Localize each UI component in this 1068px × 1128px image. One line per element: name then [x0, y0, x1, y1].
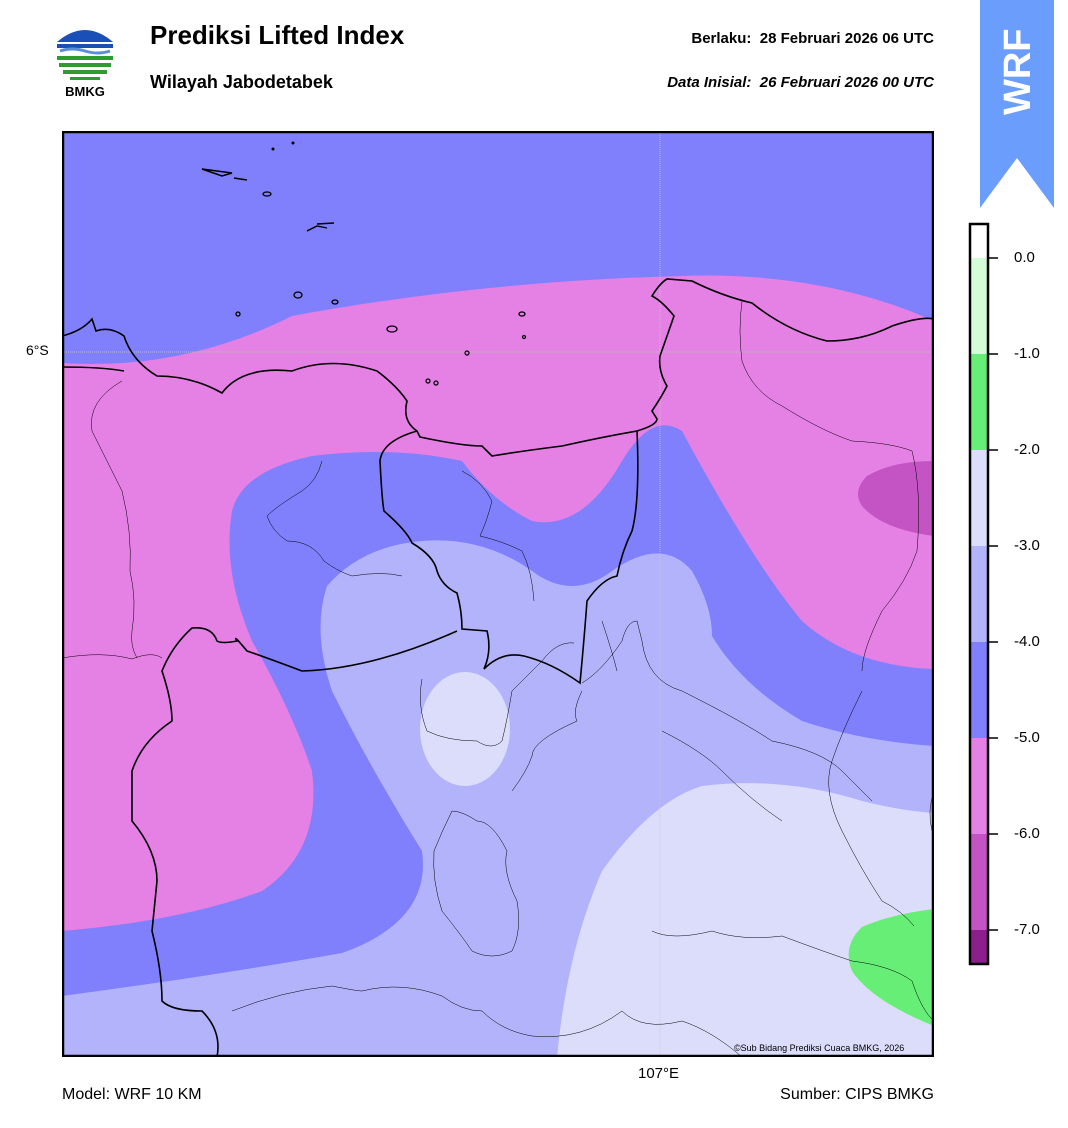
valid-time: Berlaku: 28 Februari 2026 06 UTC	[691, 30, 934, 47]
island	[201, 168, 233, 177]
region-subtitle: Wilayah Jabodetabek	[150, 72, 333, 92]
colorbar	[968, 222, 998, 966]
colorbar-tick-label: -2.0	[1014, 441, 1040, 458]
contour-fill-pale-blob	[420, 672, 510, 786]
island	[271, 147, 275, 151]
coastline-east	[62, 366, 125, 372]
island	[293, 291, 303, 299]
page-title: Prediksi Lifted Index	[150, 20, 405, 50]
valid-label: Berlaku:	[691, 30, 752, 47]
init-label: Data Inisial:	[667, 74, 752, 91]
colorbar-tick-label: -4.0	[1014, 633, 1040, 650]
map-credit: ©Sub Bidang Prediksi Cuaca BMKG, 2026	[734, 1043, 905, 1053]
longitude-label: 107°E	[638, 1065, 680, 1082]
model-label: Model: WRF 10 KM	[62, 1086, 202, 1103]
island	[518, 311, 526, 317]
colorbar-band	[970, 738, 988, 834]
island	[306, 222, 335, 232]
contour-fill-green	[848, 909, 934, 1026]
lifted-index-map	[62, 131, 934, 1057]
source-label: Sumber: CIPS BMKG	[780, 1086, 934, 1103]
colorbar-tick-label: -5.0	[1014, 729, 1040, 746]
colorbar-band	[970, 930, 988, 964]
wrf-badge: WRF	[980, 0, 1054, 208]
island	[262, 191, 272, 197]
colorbar-tick-label: -3.0	[1014, 537, 1040, 554]
colorbar-ticks	[988, 257, 998, 931]
island	[433, 380, 439, 386]
island	[233, 177, 248, 181]
colorbar-band	[970, 834, 988, 930]
latitude-label: 6°S	[26, 342, 49, 358]
colorbar-band	[970, 546, 988, 642]
colorbar-tick-label: -6.0	[1014, 825, 1040, 842]
regency-boundaries	[62, 300, 934, 1057]
island	[235, 311, 241, 317]
colorbar-band	[970, 354, 988, 450]
colorbar-tick-label: -1.0	[1014, 345, 1040, 362]
init-time-value: 26 Februari 2026 00 UTC	[759, 74, 934, 91]
colorbar-bands	[970, 224, 988, 964]
wrf-badge-text: WRF	[997, 28, 1039, 115]
contour-fill-pale	[557, 783, 934, 1057]
coastline	[62, 278, 934, 457]
logo-text: BMKG	[65, 84, 105, 99]
colorbar-tick-label: 0.0	[1014, 249, 1035, 266]
island	[291, 141, 295, 145]
colorbar-band	[970, 642, 988, 738]
bmkg-logo	[55, 24, 115, 84]
colorbar-tick-label: -7.0	[1014, 921, 1040, 938]
map-frame	[62, 131, 934, 1057]
colorbar-band-cap	[970, 224, 988, 260]
province-boundary	[379, 430, 639, 685]
island	[521, 334, 527, 340]
island	[425, 378, 431, 384]
island	[386, 325, 398, 333]
province-boundary-west	[131, 626, 458, 1057]
island	[464, 350, 470, 356]
init-time: Data Inisial: 26 Februari 2026 00 UTC	[667, 74, 934, 91]
valid-time-value: 28 Februari 2026 06 UTC	[759, 30, 934, 47]
colorbar-band	[970, 450, 988, 546]
colorbar-band	[970, 258, 988, 354]
colorbar-frame	[968, 222, 990, 966]
island	[331, 299, 339, 305]
contour-fill-magenta	[62, 275, 934, 931]
contour-fill-purple	[858, 461, 934, 536]
